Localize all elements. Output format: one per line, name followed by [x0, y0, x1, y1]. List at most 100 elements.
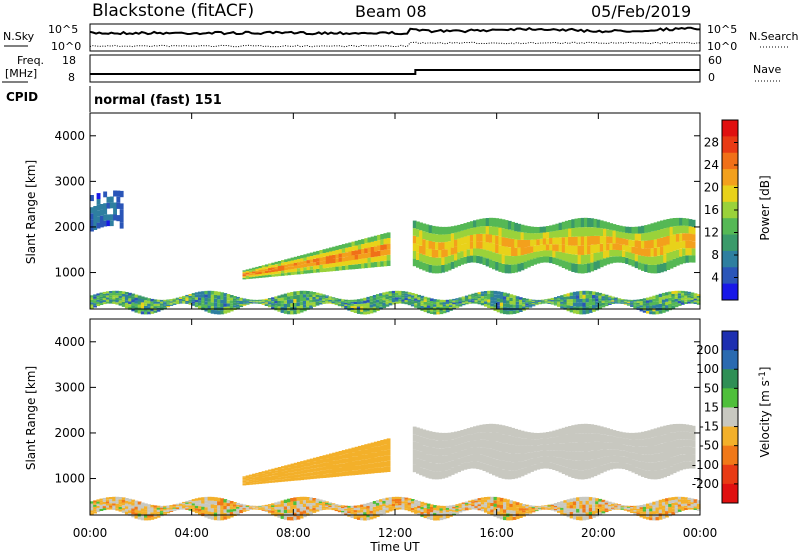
power-colorbar-segment: [722, 283, 738, 301]
heatmap-cell: [313, 457, 317, 462]
heatmap-cell: [300, 261, 304, 265]
heatmap-cell: [322, 260, 327, 265]
heatmap-cell: [93, 506, 97, 510]
heatmap-cell: [447, 233, 452, 242]
heatmap-cell: [226, 309, 231, 313]
heatmap-cell: [542, 462, 547, 469]
heatmap-cell: [150, 306, 155, 309]
heatmap-cell: [329, 263, 333, 268]
heatmap-cell: [612, 237, 617, 244]
heatmap-cell: [464, 505, 469, 508]
heatmap-cell: [485, 242, 490, 251]
heatmap-cell: [639, 307, 644, 310]
heatmap-cell: [268, 263, 272, 266]
heatmap-cell: [480, 504, 485, 507]
heatmap-cell: [357, 445, 362, 451]
heatmap-cell: [534, 301, 539, 303]
heatmap-cell: [383, 455, 388, 462]
heatmap-cell: [169, 299, 174, 301]
heatmap-cell: [658, 303, 663, 308]
heatmap-cell: [623, 301, 628, 303]
heatmap-cell: [321, 503, 326, 506]
heatmap-cell: [493, 510, 498, 514]
heatmap-cell: [660, 237, 664, 247]
heatmap-cell: [293, 471, 298, 475]
heatmap-cell: [337, 301, 342, 303]
heatmap-cell: [363, 300, 367, 304]
heatmap-cell: [341, 265, 346, 271]
heatmap-cell: [124, 305, 129, 309]
heatmap-cell: [631, 439, 636, 447]
heatmap-cell: [625, 445, 629, 452]
heatmap-cell: [300, 270, 304, 275]
y-tick-label: 2000: [54, 426, 85, 440]
heatmap-cell: [511, 230, 515, 239]
heatmap-cell: [306, 294, 310, 298]
heatmap-cell: [663, 460, 667, 469]
heatmap-cell: [329, 267, 333, 272]
heatmap-cell: [309, 475, 314, 480]
heatmap-cell: [464, 297, 469, 299]
heatmap-cell: [299, 504, 304, 508]
heatmap-cell: [271, 468, 276, 471]
heatmap-cell: [679, 462, 683, 471]
heatmap-cell: [558, 222, 563, 230]
heatmap-cell: [309, 297, 313, 300]
heatmap-cell: [580, 217, 585, 228]
heatmap-cell: [385, 291, 390, 295]
heatmap-cell: [261, 273, 266, 276]
heatmap-cell: [315, 507, 320, 510]
heatmap-cell: [388, 506, 393, 510]
x-tick-label: 16:00: [479, 526, 514, 540]
heatmap-cell: [337, 303, 342, 305]
heatmap-cell: [229, 295, 234, 298]
heatmap-cell: [473, 461, 477, 469]
heatmap-cell: [128, 513, 132, 516]
heatmap-cell: [601, 508, 606, 512]
heatmap-cell: [536, 227, 541, 234]
heatmap-cell: [306, 253, 311, 257]
heatmap-cell: [351, 241, 356, 247]
heatmap-cell: [623, 505, 628, 507]
heatmap-cell: [522, 304, 526, 307]
heatmap-cell: [607, 503, 612, 505]
heatmap-cell: [630, 302, 634, 304]
heatmap-cell: [520, 461, 525, 469]
heatmap-cell: [504, 461, 509, 471]
heatmap-cell: [691, 447, 696, 455]
heatmap-cell: [547, 299, 552, 301]
heatmap-cell: [482, 226, 487, 234]
heatmap-cell: [348, 462, 353, 467]
heatmap-cell: [658, 503, 663, 507]
heatmap-cell: [383, 260, 388, 267]
heatmap-cell: [96, 510, 101, 513]
heatmap-cell: [530, 226, 534, 234]
heatmap-cell: [518, 307, 523, 310]
heatmap-cell: [356, 507, 361, 511]
heatmap-cell: [630, 508, 634, 510]
heatmap-cell: [354, 250, 359, 255]
heatmap-cell: [512, 504, 517, 508]
heatmap-cell: [599, 442, 604, 450]
heatmap-cell: [159, 306, 164, 309]
heatmap-cell: [476, 234, 480, 242]
heatmap-cell: [677, 501, 682, 505]
heatmap-cell: [302, 294, 307, 298]
heatmap-cell: [679, 439, 683, 448]
heatmap-cell: [617, 298, 622, 300]
heatmap-cell: [507, 470, 512, 480]
heatmap-cell: [261, 275, 266, 278]
heatmap-cell: [623, 300, 628, 302]
heatmap-cell: [671, 299, 676, 303]
heatmap-cell: [401, 297, 406, 300]
heatmap-cell: [661, 306, 666, 310]
heatmap-cell: [156, 509, 161, 512]
heatmap-cell: [477, 298, 482, 301]
heatmap-cell: [422, 247, 427, 255]
heatmap-cell: [506, 499, 510, 503]
heatmap-cell: [669, 260, 674, 269]
heatmap-cell: [105, 507, 110, 510]
heatmap-cell: [671, 500, 676, 503]
heatmap-cell: [637, 468, 642, 476]
heatmap-cell: [325, 473, 330, 478]
